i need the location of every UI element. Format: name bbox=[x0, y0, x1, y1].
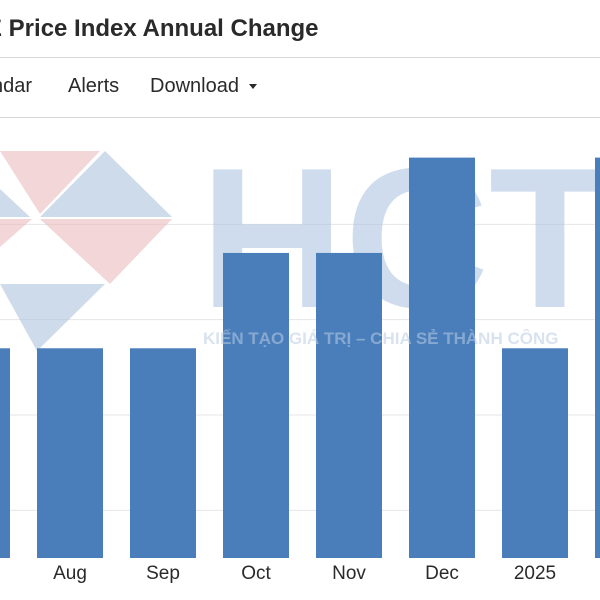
bar-nov[interactable] bbox=[316, 252, 382, 558]
bar-oct[interactable] bbox=[223, 252, 289, 558]
logo-pink-triangle-right bbox=[40, 219, 172, 284]
x-tick-label: Sep bbox=[146, 563, 180, 584]
title-bar: E Price Index Annual Change bbox=[0, 0, 600, 58]
x-tick-label: Dec bbox=[425, 563, 459, 584]
x-tick-label: Aug bbox=[53, 563, 87, 584]
calendar-link[interactable]: ndar bbox=[0, 75, 33, 97]
logo-pink-triangle-left bbox=[0, 219, 32, 247]
download-menu[interactable]: Download bbox=[150, 75, 257, 98]
watermark-tagline-group: KIẾN TẠO GIÁ TRỊ – CHIA SẺ THÀNH CÔNG bbox=[203, 329, 558, 348]
toolbar: ndar Alerts Download bbox=[0, 58, 600, 118]
download-label: Download bbox=[150, 75, 239, 97]
bar-chart: HCT KIẾN TẠO GIÁ TRỊ – CHIA SẺ THÀNH CÔN… bbox=[0, 127, 600, 584]
x-tick-label: Oct bbox=[241, 563, 271, 584]
bar-jul[interactable] bbox=[0, 348, 10, 558]
bar-2025[interactable] bbox=[502, 348, 568, 558]
caret-down-icon bbox=[248, 84, 257, 90]
logo-pink-triangle bbox=[0, 151, 100, 214]
x-tick-label: 2025 bbox=[514, 563, 556, 584]
alerts-link[interactable]: Alerts bbox=[68, 75, 120, 97]
logo-blue-triangle-left bbox=[0, 189, 30, 217]
x-axis-labels: Aug Sep Oct Nov Dec 2025 bbox=[53, 563, 556, 584]
page-title: E Price Index Annual Change bbox=[0, 15, 319, 42]
logo-blue-triangle bbox=[40, 151, 172, 217]
bar-sep[interactable] bbox=[130, 348, 196, 558]
watermark-logo: HCT bbox=[0, 127, 600, 351]
bars bbox=[0, 157, 600, 558]
logo-blue-triangle-bottom bbox=[0, 284, 105, 351]
x-tick-label: Nov bbox=[332, 563, 366, 584]
chart-area: HCT KIẾN TẠO GIÁ TRỊ – CHIA SẺ THÀNH CÔN… bbox=[0, 119, 600, 600]
watermark-tagline: KIẾN TẠO GIÁ TRỊ – CHIA SẺ THÀNH CÔNG bbox=[203, 329, 558, 348]
bar-aug[interactable] bbox=[37, 348, 103, 558]
bar-feb[interactable] bbox=[595, 157, 600, 558]
bar-dec[interactable] bbox=[409, 157, 475, 558]
